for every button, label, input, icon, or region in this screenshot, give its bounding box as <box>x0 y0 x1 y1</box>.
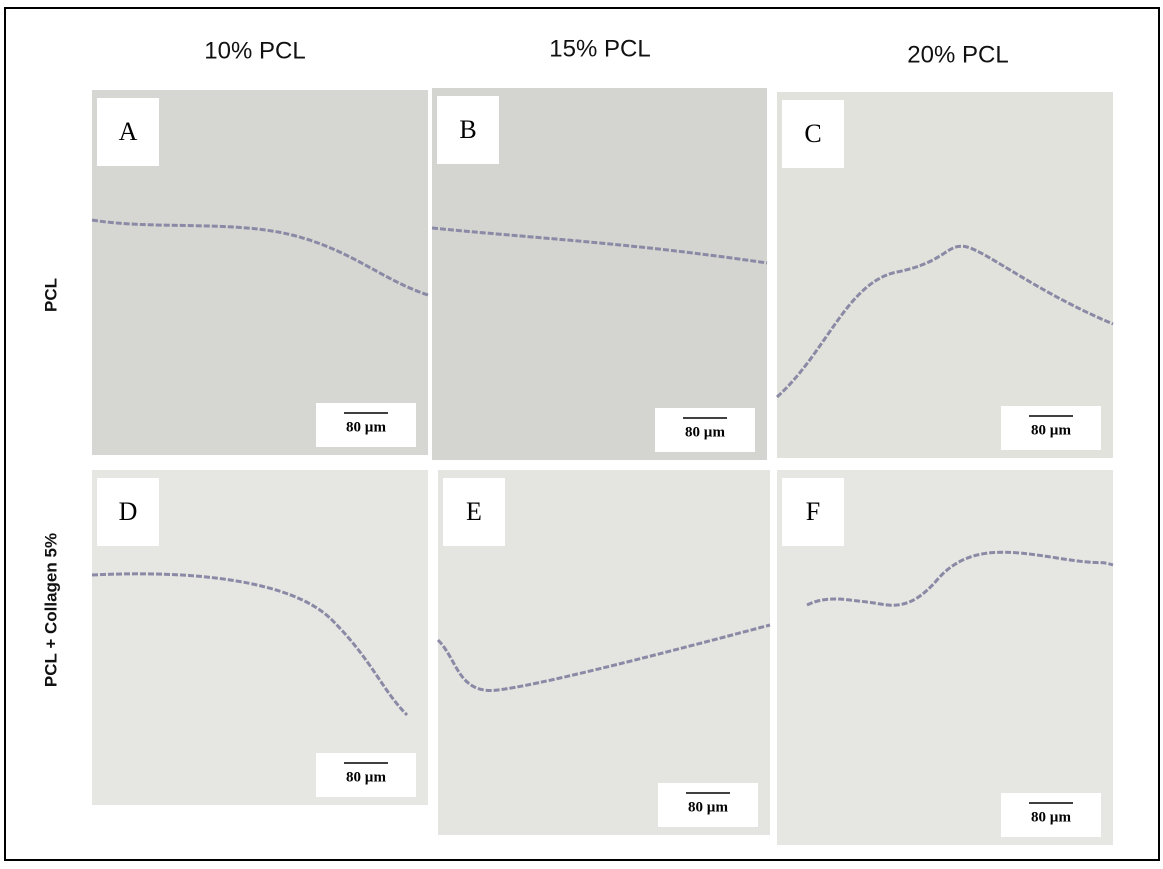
panel-letter-box <box>97 478 159 546</box>
tissue-layer <box>91 218 429 297</box>
panel-letter: D <box>119 497 138 526</box>
tissue-layer <box>775 244 1114 399</box>
column-header: 10% PCL <box>204 37 305 64</box>
panel-letter: B <box>459 115 476 144</box>
panel-letter: E <box>466 497 482 526</box>
micrograph-panel: B 80 µm <box>431 88 768 460</box>
tissue-layer <box>436 623 771 692</box>
scale-bar-box <box>1001 793 1101 837</box>
panel-letter-box <box>97 98 159 166</box>
micrograph-panel: F 80 µm <box>777 470 1114 845</box>
panel-letter-box <box>437 96 499 164</box>
panel-letter-box <box>782 100 844 168</box>
scale-bar-label: 80 µm <box>685 424 725 440</box>
micrograph-panel: E 80 µm <box>436 470 771 835</box>
panel-letter: F <box>806 497 820 526</box>
panel-letter-box <box>782 478 844 546</box>
panel-letter-box <box>443 478 505 546</box>
scale-bar-box <box>655 408 755 452</box>
column-header: 20% PCL <box>907 41 1008 68</box>
panel-letter: C <box>804 119 821 148</box>
tissue-layer <box>431 226 768 265</box>
scale-bar-box <box>1001 406 1101 450</box>
column-header: 15% PCL <box>549 35 650 62</box>
row-label: PCL + Collagen 5% <box>41 533 60 687</box>
micrograph-panel: A 80 µm <box>91 90 429 455</box>
scale-bar-label: 80 µm <box>346 419 386 435</box>
micrograph-panel: C 80 µm <box>775 92 1114 458</box>
panel-letter: A <box>119 117 138 146</box>
scale-bar-box <box>316 403 416 447</box>
row-label: PCL <box>41 278 60 312</box>
scale-bar-box <box>658 783 758 827</box>
tissue-layer <box>806 550 1114 607</box>
scale-bar-box <box>316 753 416 797</box>
scale-bar-label: 80 µm <box>688 799 728 815</box>
scale-bar-label: 80 µm <box>346 769 386 785</box>
micrograph-panel: D 80 µm <box>91 470 428 805</box>
scale-bar-label: 80 µm <box>1031 422 1071 438</box>
scale-bar-label: 80 µm <box>1031 809 1071 825</box>
tissue-layer <box>91 572 409 717</box>
